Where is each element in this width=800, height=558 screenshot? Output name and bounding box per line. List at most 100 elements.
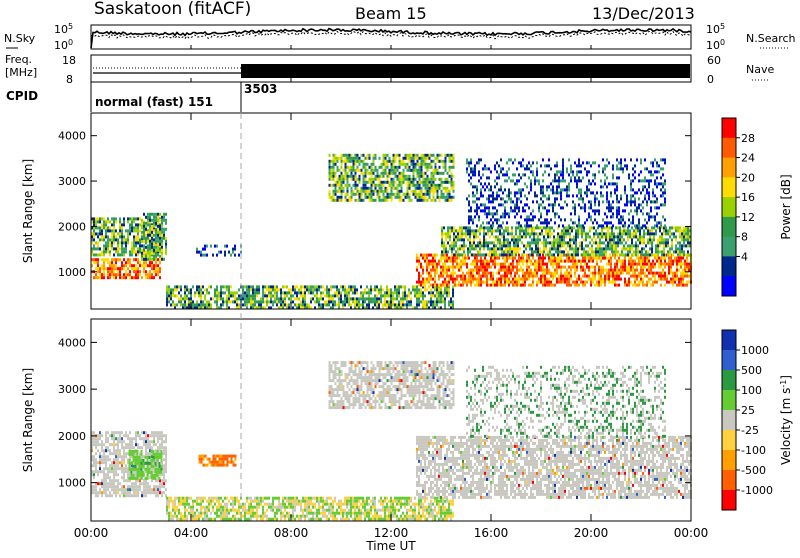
heatmap-cell xyxy=(206,300,208,303)
heatmap-cell xyxy=(667,244,669,247)
heatmap-cell xyxy=(419,169,421,172)
heatmap-cell xyxy=(600,224,602,227)
heatmap-cell xyxy=(630,158,632,161)
heatmap-cell xyxy=(246,300,248,303)
heatmap-cell xyxy=(666,263,668,266)
heatmap-cell xyxy=(612,167,614,170)
heatmap-cell xyxy=(499,229,501,232)
heatmap-cell xyxy=(392,297,394,300)
heatmap-cell xyxy=(524,278,526,281)
heatmap-cell xyxy=(627,232,629,235)
heatmap-cell xyxy=(442,297,444,300)
heatmap-cell xyxy=(464,275,466,278)
heatmap-cell xyxy=(143,264,145,267)
heatmap-cell xyxy=(641,235,643,238)
heatmap-cell xyxy=(424,284,426,287)
heatmap-cell xyxy=(413,181,415,184)
heatmap-cell xyxy=(542,275,544,278)
heatmap-cell xyxy=(641,247,643,250)
heatmap-cell xyxy=(600,272,602,275)
heatmap-cell xyxy=(533,241,535,244)
heatmap-cell xyxy=(496,197,498,200)
heatmap-cell xyxy=(370,300,372,303)
heatmap-cell xyxy=(362,297,364,300)
heatmap-cell xyxy=(632,221,634,224)
heatmap-cell xyxy=(507,250,509,253)
heatmap-cell xyxy=(97,217,99,220)
heatmap-cell xyxy=(594,272,596,275)
heatmap-cell xyxy=(424,288,426,291)
heatmap-cell xyxy=(445,160,447,163)
heatmap-cell xyxy=(430,284,432,287)
heatmap-cell xyxy=(304,297,306,300)
heatmap-cell xyxy=(537,238,539,241)
heatmap-cell xyxy=(506,269,508,272)
heatmap-cell xyxy=(557,247,559,250)
heatmap-cell xyxy=(365,196,367,199)
heatmap-cell xyxy=(337,181,339,184)
heatmap-cell xyxy=(188,297,190,300)
heatmap-cell xyxy=(645,250,647,253)
heatmap-cell xyxy=(668,263,670,266)
heatmap-cell xyxy=(445,163,447,166)
heatmap-cell xyxy=(376,297,378,300)
heatmap-cell xyxy=(470,182,472,185)
heatmap-cell xyxy=(514,173,516,176)
heatmap-cell xyxy=(341,172,343,175)
heatmap-cell xyxy=(670,263,672,266)
heatmap-cell xyxy=(528,224,530,227)
heatmap-cell xyxy=(608,206,610,209)
heatmap-cell xyxy=(212,254,214,257)
heatmap-cell xyxy=(366,297,368,300)
heatmap-cell xyxy=(212,297,214,300)
heatmap-cell xyxy=(610,221,612,224)
heatmap-cell xyxy=(222,297,224,300)
heatmap-cell xyxy=(131,267,133,270)
heatmap-cell xyxy=(500,275,502,278)
heatmap-cell xyxy=(121,235,123,238)
heatmap-cell xyxy=(324,303,326,306)
heatmap-cell xyxy=(461,244,463,247)
heatmap-cell xyxy=(330,297,332,300)
heatmap-cell xyxy=(683,235,685,238)
heatmap-cell xyxy=(572,260,574,263)
heatmap-cell xyxy=(496,278,498,281)
heatmap-cell xyxy=(613,241,615,244)
heatmap-cell xyxy=(581,232,583,235)
heatmap-cell xyxy=(656,221,658,224)
heatmap-cell xyxy=(538,218,540,221)
heatmap-cell xyxy=(274,297,276,300)
heatmap-cell xyxy=(440,300,442,303)
heatmap-cell xyxy=(447,181,449,184)
heatmap-cell xyxy=(449,229,451,232)
heatmap-cell xyxy=(424,278,426,281)
heatmap-cell xyxy=(540,164,542,167)
heatmap-cell xyxy=(562,179,564,182)
heatmap-cell xyxy=(449,181,451,184)
heatmap-cell xyxy=(683,232,685,235)
heatmap-cell xyxy=(405,175,407,178)
heatmap-cell xyxy=(440,288,442,291)
heatmap-cell xyxy=(656,197,658,200)
heatmap-cell xyxy=(466,263,468,266)
heatmap-cell xyxy=(592,272,594,275)
heatmap-cell xyxy=(240,300,242,303)
heatmap-cell xyxy=(103,223,105,226)
heatmap-cell xyxy=(399,181,401,184)
heatmap-cell xyxy=(548,221,550,224)
heatmap-cell xyxy=(513,238,515,241)
heatmap-cell xyxy=(676,260,678,263)
heatmap-cell xyxy=(544,278,546,281)
heatmap-cell xyxy=(653,232,655,235)
heatmap-cell xyxy=(670,257,672,260)
heatmap-cell xyxy=(638,224,640,227)
heatmap-cell xyxy=(534,191,536,194)
heatmap-cell xyxy=(670,272,672,275)
heatmap-cell xyxy=(147,276,149,279)
heatmap-cell xyxy=(276,291,278,294)
heatmap-cell xyxy=(246,294,248,297)
heatmap-cell xyxy=(540,221,542,224)
heatmap-cell xyxy=(602,194,604,197)
heatmap-cell xyxy=(642,266,644,269)
heatmap-cell xyxy=(558,281,560,284)
